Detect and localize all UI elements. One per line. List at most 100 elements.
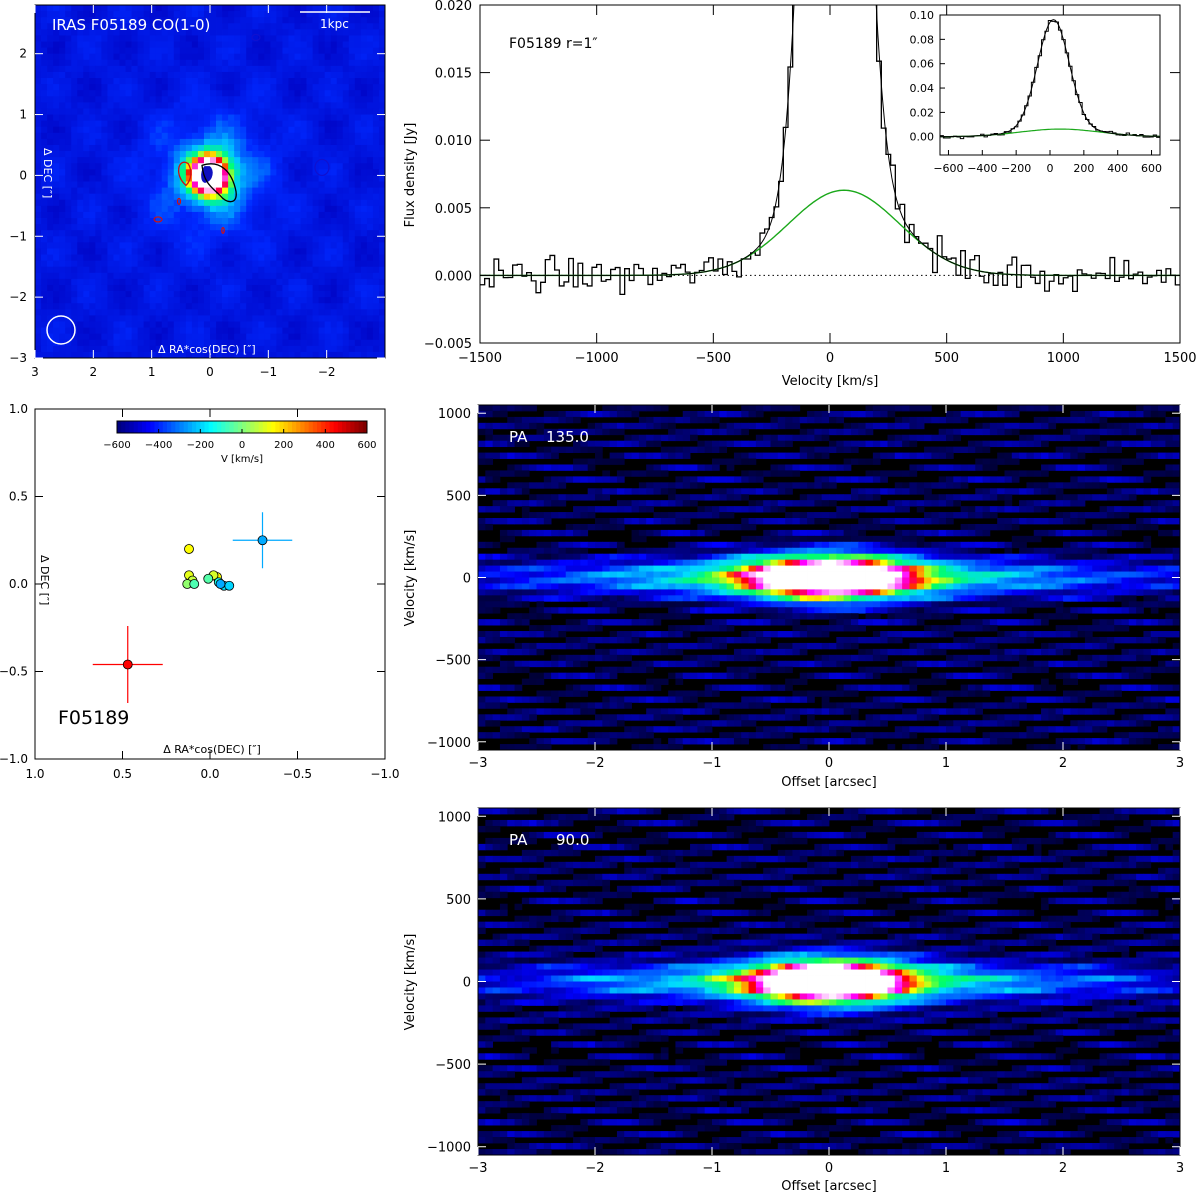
map-cell: [191, 193, 199, 201]
map-cell: [47, 84, 54, 91]
map-cell: [366, 309, 374, 316]
map-cell: [185, 65, 193, 73]
pv-cell: [638, 434, 647, 442]
map-cell: [77, 151, 84, 158]
pv-cell: [573, 506, 581, 513]
pv-cell: [712, 476, 720, 483]
map-cell: [65, 242, 72, 249]
map-cell: [83, 321, 90, 328]
map-cell: [41, 309, 48, 316]
map-cell: [47, 163, 54, 170]
map-cell: [77, 71, 84, 79]
pv-cell: [514, 482, 523, 489]
map-cell: [101, 5, 108, 12]
map-cell: [282, 242, 289, 249]
map-cell: [155, 345, 163, 353]
map-cell: [107, 84, 114, 91]
map-cell: [270, 284, 277, 292]
map-cell: [143, 333, 151, 341]
pv-cell: [492, 410, 501, 418]
map-cell: [191, 157, 199, 164]
map-cell: [330, 199, 338, 207]
map-cell: [366, 29, 374, 36]
map-cell: [270, 205, 277, 213]
map-cell: [89, 120, 96, 128]
map-cell: [107, 291, 114, 298]
pv-cell: [646, 488, 654, 495]
pv-cell: [1063, 500, 1071, 507]
map-cell: [234, 17, 241, 24]
map-cell: [342, 181, 350, 188]
map-cell: [83, 218, 90, 225]
pv-cell: [924, 529, 932, 537]
map-cell: [107, 11, 114, 18]
map-cell: [330, 132, 338, 140]
map-cell: [282, 260, 289, 268]
map-cell: [155, 181, 163, 188]
map-cell: [276, 53, 283, 61]
map-cell: [234, 333, 241, 341]
map-cell: [65, 96, 72, 103]
pv-cell: [631, 434, 640, 442]
map-cell: [149, 284, 157, 292]
map-cell: [191, 272, 199, 280]
map-cell: [89, 242, 96, 249]
map-cell: [216, 5, 223, 12]
map-cell: [41, 126, 48, 134]
map-cell: [306, 138, 313, 146]
map-cell: [191, 224, 199, 231]
map-cell: [282, 321, 289, 328]
map-cell: [191, 351, 199, 359]
pv-cell: [595, 452, 603, 459]
map-cell: [83, 84, 90, 91]
map-cell: [107, 71, 114, 79]
map-cell: [216, 169, 223, 176]
pv-cell: [1136, 488, 1144, 495]
pv-cell: [1150, 500, 1159, 507]
map-cell: [276, 132, 283, 140]
map-cell: [210, 315, 217, 322]
pv-cell: [1172, 518, 1181, 525]
map-cell: [336, 321, 344, 328]
map-cell: [342, 41, 350, 49]
map-cell: [228, 211, 235, 219]
pv-cell: [704, 440, 713, 448]
map-cell: [300, 11, 307, 18]
map-cell: [324, 351, 332, 359]
map-cell: [300, 211, 307, 219]
pv-cell: [573, 464, 581, 471]
pv-cell: [704, 410, 713, 418]
map-cell: [185, 351, 193, 359]
pv-cell: [521, 518, 530, 525]
map-cell: [107, 278, 114, 286]
map-cell: [216, 114, 223, 122]
map-cell: [107, 297, 114, 304]
pv-cell: [829, 523, 837, 531]
map-cell: [197, 53, 205, 61]
map-cell: [222, 351, 229, 359]
pv-cell: [807, 494, 815, 501]
pv-cell: [1033, 434, 1042, 442]
map-cell: [191, 102, 199, 109]
pv-cell: [595, 476, 603, 483]
pv-cell: [660, 434, 669, 442]
map-cell: [222, 193, 229, 201]
pv-cell: [499, 529, 508, 537]
map-cell: [41, 284, 48, 292]
map-cell: [276, 71, 283, 79]
map-cell: [167, 260, 175, 268]
map-cell: [197, 102, 205, 109]
map-cell: [306, 199, 313, 207]
map-cell: [264, 138, 271, 146]
map-cell: [228, 132, 235, 140]
map-cell: [83, 315, 90, 322]
map-cell: [366, 47, 374, 55]
map-cell: [258, 297, 265, 304]
map-cell: [161, 151, 169, 158]
map-cell: [360, 114, 368, 122]
map-cell: [59, 29, 66, 36]
map-cell: [372, 230, 380, 237]
map-cell: [149, 114, 157, 122]
map-cell: [197, 309, 205, 316]
map-cell: [191, 169, 199, 176]
